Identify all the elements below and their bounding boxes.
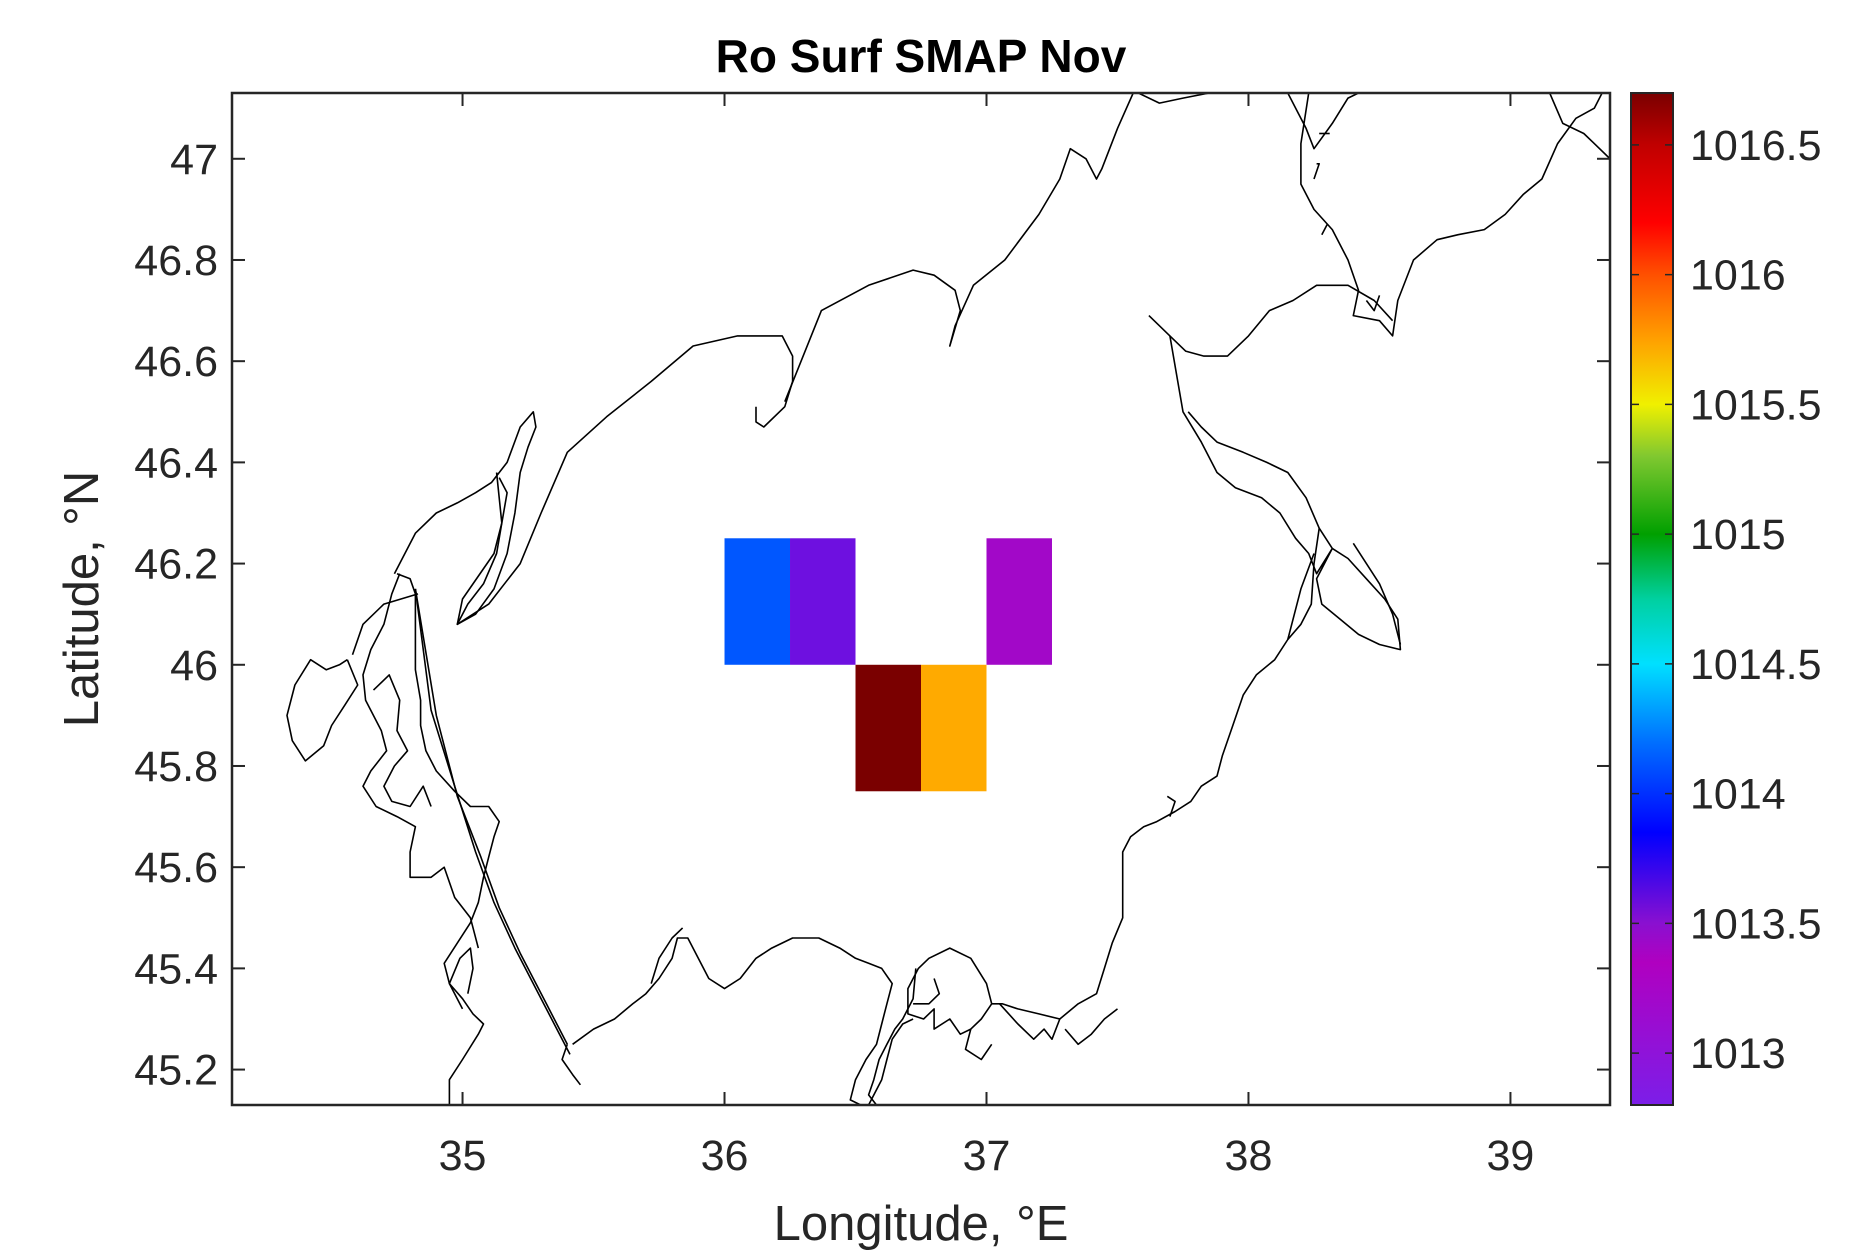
coastline-segment [1313,163,1320,180]
colorbar-tick-label: 1015 [1690,511,1786,559]
coastline-segment [913,978,941,1005]
y-tick-label: 46.8 [134,237,218,285]
x-tick-label: 37 [963,1132,1011,1180]
coastline-segment [784,93,1134,402]
x-axis-label: Longitude, °E [774,1197,1069,1250]
coastline-segment [456,335,794,626]
coastline-segment [1548,93,1610,160]
y-tick-label: 46.2 [134,541,218,589]
coastline-segment [393,410,537,626]
plot-area [232,93,1610,1105]
colorbar-ticks: 1013 1013.5 1014 1014.5 1015 1015.5 1016 1016.5 [1631,122,1822,1078]
x-tick-label: 39 [1487,1132,1535,1180]
coastline-segment [448,947,474,1010]
x-tick-label: 35 [439,1132,487,1180]
y-tick-label: 45.6 [134,844,218,892]
coastline-segment [1365,295,1381,312]
coastline-segment [867,1018,914,1105]
colorbar-tick-label: 1016.5 [1690,122,1822,170]
x-tick-label: 36 [701,1132,749,1180]
coastline-segment [650,927,684,984]
colorbar-tick-label: 1013 [1690,1030,1786,1078]
x-axis-ticks: 35 36 37 38 39 [439,93,1535,1180]
heatmap-cell [790,538,856,665]
y-tick-label: 45.8 [134,743,218,791]
y-tick-label: 46 [170,642,218,690]
coastline-segment [286,658,359,762]
coastline-segment [351,593,419,655]
colorbar-tick-label: 1015.5 [1690,381,1822,429]
y-tick-label: 45.2 [134,1047,218,1095]
coastline [286,93,1610,1105]
heatmap-cell [724,538,791,665]
y-tick-label: 46.6 [134,338,218,386]
colorbar-tick-label: 1014.5 [1690,641,1822,689]
x-tick-label: 38 [1225,1132,1273,1180]
colorbar [1630,92,1674,1106]
coastline-segment [372,674,432,808]
colorbar-tick-label: 1013.5 [1690,900,1822,948]
y-axis-ticks: 45.2 45.4 45.6 45.8 46 46.2 46.4 46.6 46.8 47 [134,136,1610,1095]
colorbar-tick-label: 1016 [1690,252,1786,300]
coastline-segment [1166,795,1176,817]
coastline-segment [867,968,917,1105]
coastline-segment [414,588,571,1055]
coastline-segment [572,937,894,1105]
colorbar-tick-label: 1014 [1690,771,1786,819]
coastline-segment [999,1003,1061,1040]
coastline-segment [561,1044,582,1086]
coastline-segment [1300,93,1603,337]
y-axis-label: Latitude, °N [55,471,109,728]
coastline-segment [1169,335,1402,651]
coastline-segment [1287,93,1359,150]
heatmap-cells [724,538,1052,792]
coastline-segment [964,1028,993,1061]
coastline-segment [1064,1008,1118,1046]
coastline-segment [1321,224,1328,236]
heatmap-cell [855,664,921,792]
coastline-segment [1287,553,1315,640]
heatmap-cell [986,538,1052,665]
coastline-segment [907,947,993,1035]
heatmap-cell [921,664,987,792]
coastline-segment [1138,93,1210,104]
coastline-segment [1352,542,1402,645]
plot-frame [230,91,1612,1107]
coastline-segment [396,572,501,1105]
y-tick-label: 46.4 [134,439,218,487]
y-tick-label: 45.4 [134,945,218,993]
y-tick-label: 47 [170,136,218,184]
chart-title: Ro Surf SMAP Nov [716,30,1127,82]
coastline-segment [991,528,1320,1020]
coastline-segment [362,573,480,949]
coastline-segment [1148,284,1394,357]
coastline-segment [414,588,569,1045]
